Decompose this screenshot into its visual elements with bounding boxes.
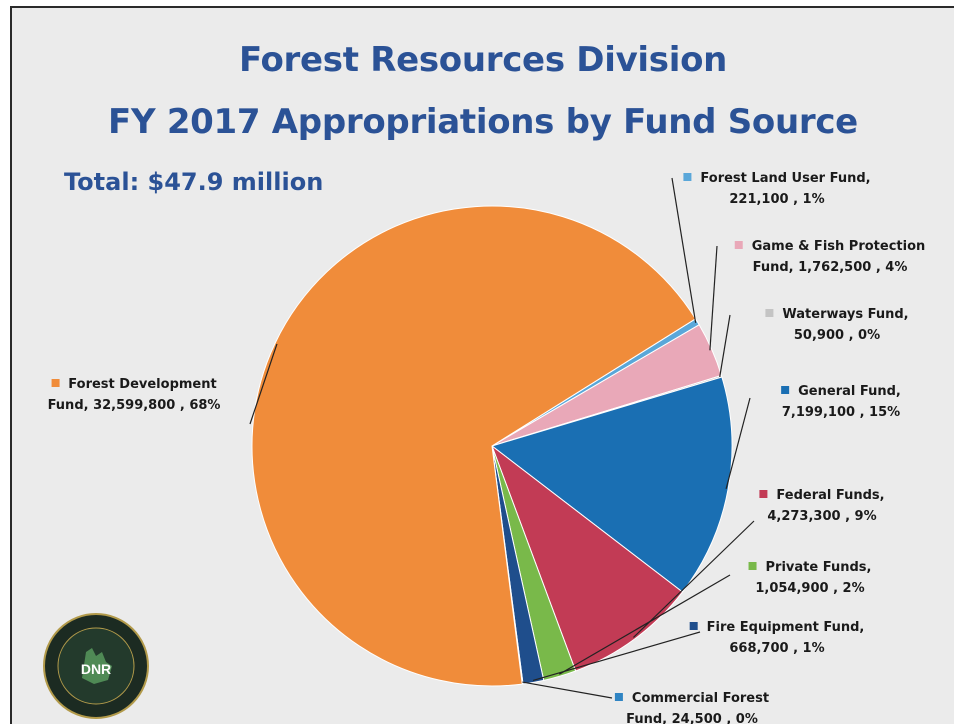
slice-label-name: Forest Land User Fund,	[700, 171, 871, 186]
leader-line	[709, 245, 718, 351]
slice-label: General Fund, 7,199,100 , 15%	[781, 381, 901, 423]
slice-label-name: Waterways Fund,	[782, 307, 909, 322]
pie-slice-general-fund	[490, 376, 733, 593]
slice-label: Waterways Fund, 50,900 , 0%	[765, 304, 909, 346]
michigan-shape	[82, 648, 112, 684]
chart-title: FY 2017 Appropriations by Fund Source	[108, 102, 858, 142]
slice-label-value: 4,273,300 , 9%	[767, 509, 877, 524]
logo-text: DNR	[81, 661, 111, 677]
slice-label-value: Fund, 32,599,800 , 68%	[47, 398, 221, 413]
leader-line	[532, 631, 701, 682]
pie-slice-forest-development-fund	[251, 205, 697, 687]
slice-label: Game & Fish Protection Fund, 1,762,500 , …	[734, 236, 926, 278]
pie-chart	[249, 177, 755, 699]
slice-label-value: 668,700 , 1%	[729, 641, 825, 656]
slice-label-name: Game & Fish Protection	[751, 239, 926, 254]
slice-label-name: Forest Development	[68, 377, 217, 392]
slide: Forest Resources Division FY 2017 Approp…	[10, 6, 954, 724]
leader-line	[671, 177, 697, 323]
slice-label-value: 7,199,100 , 15%	[781, 405, 901, 420]
slice-label-name: Commercial Forest	[631, 691, 770, 706]
slide-title: Forest Resources Division	[238, 40, 728, 80]
slice-label-name: Private Funds,	[765, 560, 872, 575]
legend-swatch	[759, 490, 768, 498]
legend-swatch	[614, 693, 623, 701]
slice-label-value: Fund, 24,500 , 0%	[626, 712, 758, 724]
slice-label: Forest Land User Fund, 221,100 , 1%	[683, 168, 871, 210]
leader-line	[719, 314, 731, 377]
slice-label-value: 1,054,900 , 2%	[755, 581, 865, 596]
slice-label-name: Fire Equipment Fund,	[706, 620, 865, 635]
slice-label-name: Federal Funds,	[776, 488, 885, 503]
legend-swatch	[683, 173, 692, 181]
slice-label-value: 221,100 , 1%	[729, 192, 825, 207]
legend-swatch	[51, 379, 60, 387]
slice-label: Fire Equipment Fund, 668,700 , 1%	[689, 617, 865, 659]
slice-label: Forest Development Fund, 32,599,800 , 68%	[48, 374, 221, 416]
slice-label: Federal Funds, 4,273,300 , 9%	[759, 485, 885, 527]
slice-label-value: 50,900 , 0%	[793, 328, 881, 343]
slice-label-value: Fund, 1,762,500 , 4%	[752, 260, 908, 275]
leader-line	[249, 343, 278, 425]
slice-label: Commercial Forest Fund, 24,500 , 0%	[614, 688, 770, 724]
leader-line	[522, 681, 613, 699]
slice-label: Private Funds, 1,054,900 , 2%	[748, 557, 872, 599]
legend-swatch	[734, 241, 743, 249]
total-amount: Total: $47.9 million	[64, 168, 324, 196]
dnr-logo: DNR	[43, 613, 149, 719]
legend-swatch	[781, 386, 790, 394]
pie-slice-federal-funds	[490, 444, 684, 672]
legend-swatch	[689, 622, 698, 630]
legend-swatch	[765, 309, 774, 317]
leader-line	[558, 574, 731, 675]
leader-line	[633, 520, 755, 638]
legend-swatch	[748, 562, 757, 570]
slice-label-name: General Fund,	[798, 384, 901, 399]
leader-line	[725, 397, 751, 490]
